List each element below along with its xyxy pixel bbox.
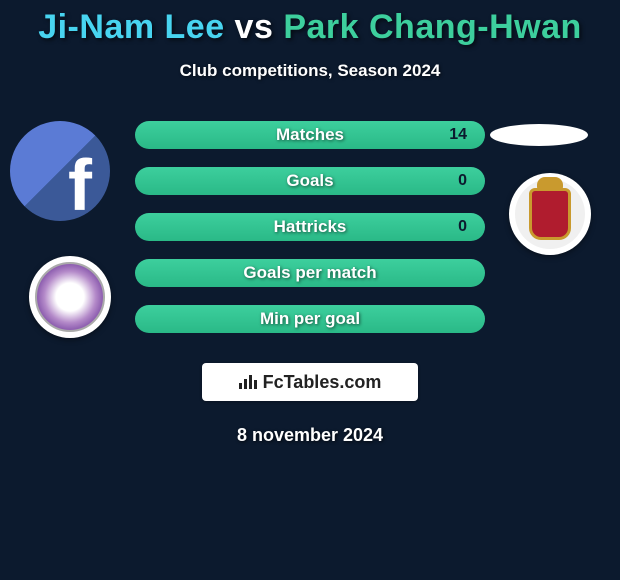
stats-bars: Matches 14 Goals 0 Hattricks 0 Goals per… bbox=[135, 121, 485, 333]
stat-value-right: 0 bbox=[458, 167, 467, 195]
player1-avatar: f bbox=[10, 121, 110, 221]
club-badge-graphic bbox=[35, 262, 105, 332]
stat-bar-matches: Matches 14 bbox=[135, 121, 485, 149]
subtitle: Club competitions, Season 2024 bbox=[180, 61, 441, 81]
main-area: f Matches 14 Goals 0 Hattricks 0 bbox=[0, 121, 620, 446]
brand-box[interactable]: FcTables.com bbox=[202, 363, 418, 401]
date-text: 8 november 2024 bbox=[0, 425, 620, 446]
stat-bar-min-per-goal: Min per goal bbox=[135, 305, 485, 333]
stat-label: Hattricks bbox=[135, 213, 485, 241]
stat-value-right: 14 bbox=[449, 121, 467, 149]
brand-text: FcTables.com bbox=[263, 372, 382, 393]
stat-label: Min per goal bbox=[135, 305, 485, 333]
stat-label: Goals bbox=[135, 167, 485, 195]
facebook-icon: f bbox=[68, 145, 92, 221]
stat-bar-hattricks: Hattricks 0 bbox=[135, 213, 485, 241]
crest-icon bbox=[529, 188, 571, 240]
player1-name: Ji-Nam Lee bbox=[38, 8, 224, 46]
stat-label: Goals per match bbox=[135, 259, 485, 287]
page-title: Ji-Nam Lee vs Park Chang-Hwan bbox=[38, 8, 582, 47]
stat-value-right: 0 bbox=[458, 213, 467, 241]
comparison-card: Ji-Nam Lee vs Park Chang-Hwan Club compe… bbox=[0, 0, 620, 446]
stat-bar-goals: Goals 0 bbox=[135, 167, 485, 195]
player2-name: Park Chang-Hwan bbox=[283, 8, 581, 46]
player2-avatar bbox=[490, 124, 588, 146]
club-badge-graphic bbox=[515, 179, 585, 249]
player1-club-badge bbox=[29, 256, 111, 338]
bar-chart-icon bbox=[239, 375, 257, 389]
vs-text: vs bbox=[225, 8, 284, 46]
player2-club-badge bbox=[509, 173, 591, 255]
stat-bar-goals-per-match: Goals per match bbox=[135, 259, 485, 287]
stat-label: Matches bbox=[135, 121, 485, 149]
